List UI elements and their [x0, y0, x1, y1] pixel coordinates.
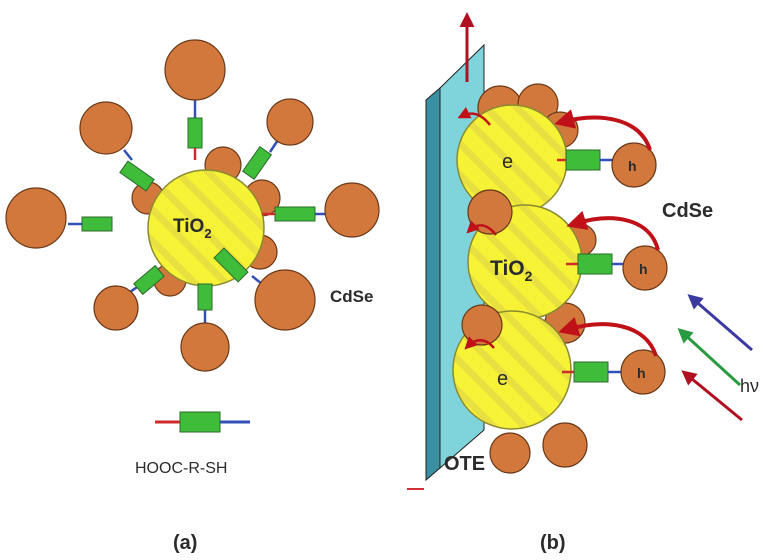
caption-b: (b)	[540, 532, 566, 554]
hv-label: hν	[740, 376, 759, 396]
cdse-particle	[180, 322, 230, 372]
panel-b: e e TiO2 h h h CdSe OTE hν (b)	[407, 12, 759, 554]
cdse-label-a: CdSe	[330, 287, 373, 306]
cdse-particle	[266, 98, 314, 146]
linker-legend	[155, 411, 250, 433]
linker-label: HOOC-R-SH	[135, 460, 227, 477]
light-arrow-red	[681, 370, 743, 422]
injection-arrows	[457, 107, 497, 350]
cdse-particles-a	[5, 39, 380, 372]
transfer-arrows	[554, 109, 660, 357]
cdse-particle	[93, 285, 139, 331]
tio2-label-a: TiO2	[173, 216, 212, 241]
hole-label-1: h	[628, 158, 637, 174]
cdse-label-b: CdSe	[662, 200, 713, 222]
linkers-b	[557, 149, 628, 383]
hole-label-3: h	[637, 365, 646, 381]
caption-a: (a)	[173, 532, 197, 554]
tio2-label-b: TiO2	[490, 257, 533, 284]
cdse-particle	[5, 187, 67, 249]
light-arrow-green	[677, 327, 742, 387]
hole-particle-2	[622, 245, 668, 291]
light-arrows	[677, 294, 753, 422]
light-arrow-blue	[687, 294, 753, 352]
electron-label-2: e	[497, 368, 508, 390]
hole-particle-3	[620, 349, 666, 395]
linkers-a	[68, 100, 328, 325]
cdse-particle	[79, 101, 133, 155]
ote-label: OTE	[444, 453, 485, 475]
cdse-particle	[164, 39, 226, 101]
hole-label-2: h	[639, 261, 648, 277]
electron-label-1: e	[502, 151, 513, 173]
cdse-particle	[254, 269, 316, 331]
hole-particle-1	[611, 142, 657, 188]
panel-a: TiO2 CdSe HOOC-R-SH (a)	[5, 39, 380, 554]
cdse-particle	[324, 182, 380, 238]
